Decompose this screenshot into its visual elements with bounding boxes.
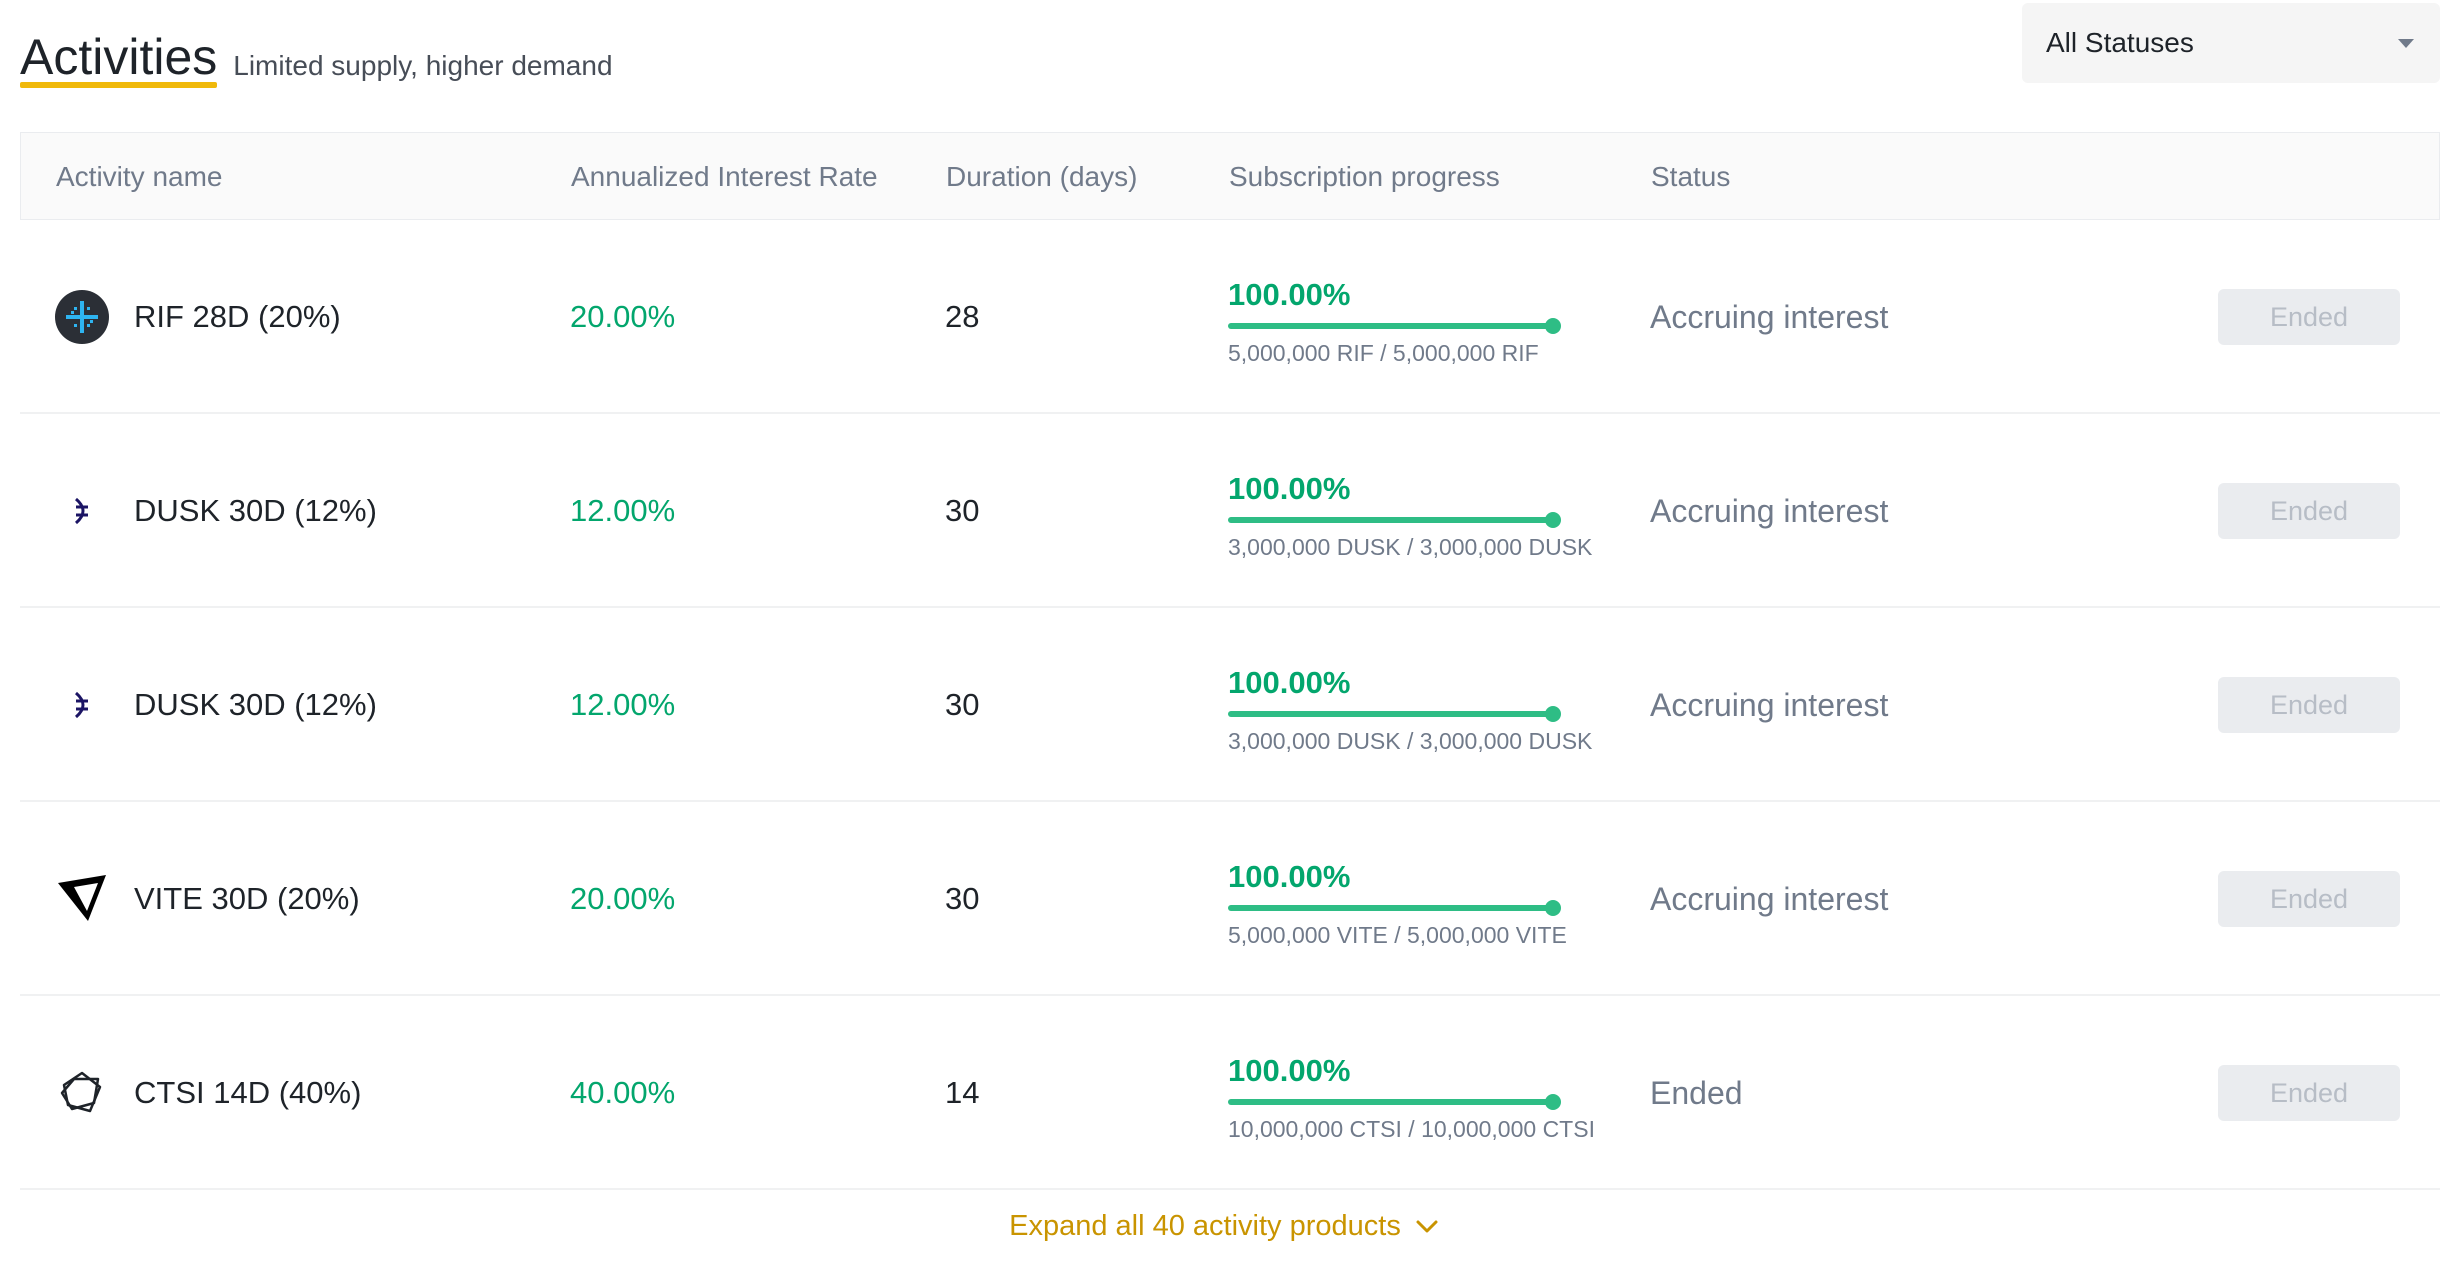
table-header: Activity name Annualized Interest Rate D… — [20, 132, 2440, 220]
subscription-progress: 100.00% 10,000,000 CTSI / 10,000,000 CTS… — [1228, 1053, 1595, 1143]
ended-button[interactable]: Ended — [2218, 871, 2400, 927]
progress-bar-dot — [1545, 318, 1561, 334]
table-row-1: RIF 28D (20%) 20.00% 28 100.00% 5,000,00… — [20, 220, 2440, 414]
column-header-status: Status — [1651, 161, 1731, 192]
activity-name: RIF 28D (20%) — [134, 299, 341, 334]
progress-bar-fill — [1228, 711, 1553, 717]
column-header-activity-name: Activity name — [56, 161, 223, 192]
chevron-down-icon — [1416, 1220, 1438, 1233]
progress-bar — [1228, 318, 1561, 334]
caret-down-icon — [2398, 38, 2414, 48]
progress-bar-dot — [1545, 900, 1561, 916]
progress-bar-dot — [1545, 512, 1561, 528]
expand-all-label: Expand all 40 activity products — [1009, 1210, 1401, 1242]
progress-percent: 100.00% — [1228, 1053, 1351, 1088]
progress-bar — [1228, 512, 1561, 528]
page-title: Activities — [20, 32, 218, 88]
progress-percent: 100.00% — [1228, 277, 1351, 312]
activities-table: Activity name Annualized Interest Rate D… — [20, 132, 2440, 1190]
table-row-3: DUSK 30D (12%) 12.00% 30 100.00% 3,000,0… — [20, 608, 2440, 802]
activity-name: DUSK 30D (12%) — [134, 687, 377, 722]
table-row-5: CTSI 14D (40%) 40.00% 14 100.00% 10,000,… — [20, 996, 2440, 1190]
progress-bar — [1228, 706, 1561, 722]
duration-days: 30 — [945, 881, 980, 916]
interest-rate: 20.00% — [570, 881, 676, 916]
header: Activities Limited supply, higher demand — [20, 8, 613, 88]
activity-status: Accruing interest — [1650, 493, 1889, 529]
rif-icon — [54, 289, 110, 345]
column-header-duration: Duration (days) — [946, 161, 1138, 192]
interest-rate: 20.00% — [570, 299, 676, 334]
table-row-4: VITE 30D (20%) 20.00% 30 100.00% 5,000,0… — [20, 802, 2440, 996]
activity-name: VITE 30D (20%) — [134, 881, 360, 916]
subscription-amount: 3,000,000 DUSK / 3,000,000 DUSK — [1228, 728, 1593, 754]
activity-status: Accruing interest — [1650, 881, 1889, 917]
duration-days: 30 — [945, 493, 980, 528]
expand-all-link[interactable]: Expand all 40 activity products — [0, 1210, 2448, 1243]
subscription-amount: 10,000,000 CTSI / 10,000,000 CTSI — [1228, 1116, 1595, 1142]
page-subtitle: Limited supply, higher demand — [233, 50, 613, 81]
progress-bar-fill — [1228, 323, 1553, 329]
subscription-progress: 100.00% 3,000,000 DUSK / 3,000,000 DUSK — [1228, 665, 1593, 755]
activity-status: Accruing interest — [1650, 687, 1889, 723]
activity-status: Ended — [1650, 1075, 1743, 1111]
activity-name: DUSK 30D (12%) — [134, 493, 377, 528]
duration-days: 28 — [945, 299, 980, 334]
subscription-progress: 100.00% 5,000,000 RIF / 5,000,000 RIF — [1228, 277, 1588, 367]
ended-button[interactable]: Ended — [2218, 483, 2400, 539]
progress-bar-dot — [1545, 706, 1561, 722]
progress-percent: 100.00% — [1228, 471, 1351, 506]
subscription-progress: 100.00% 3,000,000 DUSK / 3,000,000 DUSK — [1228, 471, 1593, 561]
interest-rate: 40.00% — [570, 1075, 676, 1110]
subscription-amount: 5,000,000 VITE / 5,000,000 VITE — [1228, 922, 1567, 948]
status-filter-select[interactable]: All Statuses — [2022, 3, 2440, 83]
progress-bar — [1228, 900, 1561, 916]
table-row-2: DUSK 30D (12%) 12.00% 30 100.00% 3,000,0… — [20, 414, 2440, 608]
ended-button[interactable]: Ended — [2218, 677, 2400, 733]
interest-rate: 12.00% — [570, 493, 676, 528]
duration-days: 30 — [945, 687, 980, 722]
progress-percent: 100.00% — [1228, 859, 1351, 894]
ended-button[interactable]: Ended — [2218, 1065, 2400, 1121]
progress-bar-fill — [1228, 517, 1553, 523]
ended-button[interactable]: Ended — [2218, 289, 2400, 345]
activity-name: CTSI 14D (40%) — [134, 1075, 362, 1110]
subscription-amount: 3,000,000 DUSK / 3,000,000 DUSK — [1228, 534, 1593, 560]
column-header-subscription-progress: Subscription progress — [1229, 161, 1500, 192]
vite-icon — [54, 871, 110, 927]
column-header-interest-rate: Annualized Interest Rate — [571, 161, 878, 192]
dusk-icon — [54, 483, 110, 539]
subscription-amount: 5,000,000 RIF / 5,000,000 RIF — [1228, 340, 1539, 366]
duration-days: 14 — [945, 1075, 980, 1110]
progress-bar-dot — [1545, 1094, 1561, 1110]
progress-bar-fill — [1228, 1099, 1553, 1105]
progress-percent: 100.00% — [1228, 665, 1351, 700]
subscription-progress: 100.00% 5,000,000 VITE / 5,000,000 VITE — [1228, 859, 1588, 949]
progress-bar-fill — [1228, 905, 1553, 911]
activity-status: Accruing interest — [1650, 299, 1889, 335]
dusk-icon — [54, 677, 110, 733]
progress-bar — [1228, 1094, 1561, 1110]
table-body: RIF 28D (20%) 20.00% 28 100.00% 5,000,00… — [20, 220, 2440, 1190]
ctsi-icon — [54, 1065, 110, 1121]
status-filter-value: All Statuses — [2046, 27, 2194, 58]
interest-rate: 12.00% — [570, 687, 676, 722]
